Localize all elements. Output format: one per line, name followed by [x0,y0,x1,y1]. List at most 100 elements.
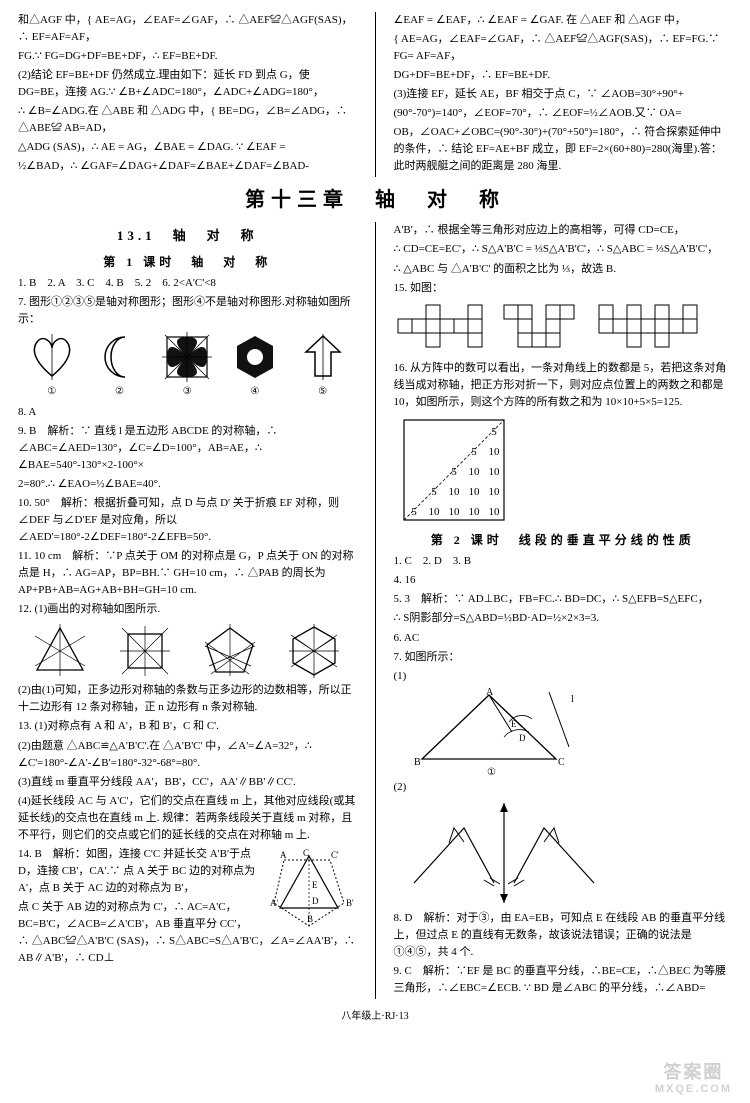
text-line: ½∠BAD，∴ ∠GAF=∠DAG+∠DAF=∠BAE+∠DAF=∠BAD- [18,158,357,175]
q9-text: 9. B 解析：∵ 直线 l 是五边形 ABCDE 的对称轴，∴ ∠ABC=∠A… [18,423,357,474]
watermark-bottom: MXQE.COM [655,1083,732,1095]
r1c-text: ∴ △ABC 与 △A'B'C' 的面积之比为 ⅓，故选 B. [394,261,733,278]
svg-text:10: 10 [448,506,460,518]
watermark-top: 答案圈 [655,1063,732,1083]
q15-figure [394,301,733,356]
q9-text2: 2=80°.∴ ∠EAO=½∠BAE=40°. [18,476,357,493]
svg-text:5: 5 [491,426,497,438]
section-title: 13.1 轴 对 称 [18,226,357,246]
svg-text:10: 10 [428,506,440,518]
left-column: 13.1 轴 对 称 第 1 课时 轴 对 称 1. B 2. A 3. C 4… [18,222,357,999]
q5a-text: 5. 3 解析：∵ AD⊥BC，FB=FC.∴ BD=DC，∴ S△EFB=S△… [394,591,733,608]
q16-text: 16. 从方阵中的数可以看出，一条对角线上的数都是 5，若把这条对角线当成对称轴… [394,360,733,411]
q11-text: 11. 10 cm 解析：∵P 点关于 OM 的对称点是 G，P 点关于 ON … [18,548,357,599]
q7r1-text: (1) [394,668,733,685]
text-line: ∴ ∠B=∠ADG.在 △ABE 和 △ADG 中，{ BE=DG，∠B=∠AD… [18,103,357,137]
text-line: DG+DF=BE+DF，∴ EF=BE+DF. [394,67,733,84]
svg-text:5: 5 [471,446,477,458]
svg-text:C: C [558,757,565,768]
svg-text:A': A' [270,898,278,908]
q16-grid: 5510510105101010510101010 [394,415,733,525]
q15-text: 15. 如图： [394,280,733,297]
page-footer: 八年级上·RJ·13 [18,1009,732,1025]
text-line: { AE=AG，∠EAF=∠GAF，∴ △AEF≌△AGF(SAS)，∴ EF=… [394,31,733,65]
svg-text:l: l [571,694,574,705]
q12-text: 12. (1)画出的对称轴如图所示. [18,601,357,618]
fig-num: ② [115,384,124,400]
q14-star-diagram: A C' B' A' B E D C [262,848,357,928]
crescent-icon [95,332,145,382]
top-continuation-block: 和△AGF 中，{ AE=AG，∠EAF=∠GAF，∴ △AEF≌△AGF(SA… [18,12,732,177]
svg-text:E: E [312,880,318,890]
svg-text:①: ① [487,767,496,777]
four-petal-icon [162,332,212,382]
q13c-text: (3)直线 m 垂直平分线段 AA'，BB'，CC'，AA'∥BB'∥CC'. [18,774,357,791]
pentagon-axes-icon [201,622,259,680]
q7-text: 7. 图形①②③⑤是轴对称图形；图形④不是轴对称图形.对称轴如图所示： [18,294,357,328]
svg-text:B: B [414,757,421,768]
svg-text:10: 10 [468,466,480,478]
q5b-text: ∴ S阴影部分=S△ABD=½BD·AD=½×2×3=3. [394,610,733,627]
main-two-col: 13.1 轴 对 称 第 1 课时 轴 对 称 1. B 2. A 3. C 4… [18,222,732,999]
fig-num: ④ [250,384,259,400]
q8-text: 8. A [18,404,357,421]
text-line: ∠EAF = ∠EAF，∴ ∠EAF = ∠GAF. 在 △AEF 和 △AGF… [394,12,733,29]
q6-text: 6. AC [394,630,733,647]
r1a-text: A'B'，∴ 根据全等三角形对应边上的高相等，可得 CD=CE， [394,222,733,239]
svg-text:5: 5 [411,506,417,518]
q13b-text: (2)由题意 △ABC≌△A'B'C'.在 △A'B'C' 中，∠A'=∠A=3… [18,738,357,772]
hex-nut-icon [230,332,280,382]
svg-text:10: 10 [448,486,460,498]
svg-text:C: C [303,848,309,858]
q7-figure1: A B C l E D ① [394,687,733,777]
q8d-text: 8. D 解析：对于③，由 EA=EB，可知点 E 在线段 AB 的垂直平分线上… [394,910,733,961]
figure-number-row: ① ② ③ ④ ⑤ [18,384,357,400]
svg-text:E: E [511,719,517,729]
r1b-text: ∴ CD=CE=EC'，∴ S△A'B'C = ⅓S△A'B'C'，∴ S△AB… [394,241,733,258]
svg-text:10: 10 [468,486,480,498]
q10-text: 10. 50° 解析：根据折叠可知，点 D 与点 D' 关于折痕 EF 对称，则… [18,495,357,546]
lesson1-title: 第 1 课时 轴 对 称 [18,253,357,272]
symmetry-figures-row [18,332,357,382]
fig-num: ⑤ [318,384,327,400]
right-column: A'B'，∴ 根据全等三角形对应边上的高相等，可得 CD=CE， ∴ CD=CE… [394,222,733,999]
fig-num: ③ [183,384,192,400]
text-line: 和△AGF 中，{ AE=AG，∠EAF=∠GAF，∴ △AEF≌△AGF(SA… [18,12,357,46]
q9d-text: 9. C 解析：∵EF 是 BC 的垂直平分线，∴BE=CE，∴△BEC 为等腰… [394,963,733,997]
lesson2-title: 第 2 课时 线段的垂直平分线的性质 [394,531,733,550]
fig-num: ① [47,384,56,400]
square-axes-icon [116,622,174,680]
chapter-title: 第十三章 轴 对 称 [18,185,732,216]
text-line: FG.∵ FG=DG+DF=BE+DF，∴ EF=BE+DF. [18,48,357,65]
text-line: (3)连接 EF，延长 AE，BF 相交于点 C，∵ ∠AOB=30°+90°+ [394,86,733,103]
svg-text:5: 5 [451,466,457,478]
svg-text:5: 5 [431,486,437,498]
q7r-text: 7. 如图所示： [394,649,733,666]
svg-text:10: 10 [488,506,500,518]
svg-text:D: D [519,733,526,743]
top-left-col: 和△AGF 中，{ AE=AG，∠EAF=∠GAF，∴ △AEF≌△AGF(SA… [18,12,357,177]
svg-text:B: B [307,914,313,924]
svg-text:B': B' [346,898,354,908]
q7r2-text: (2) [394,779,733,796]
svg-text:10: 10 [468,506,480,518]
column-divider [375,12,376,177]
watermark: 答案圈 MXQE.COM [655,1063,732,1095]
q12b-text: (2)由(1)可知，正多边形对称轴的条数与正多边形的边数相等，所以正十二边形有 … [18,682,357,716]
top-right-col: ∠EAF = ∠EAF，∴ ∠EAF = ∠GAF. 在 △AEF 和 △AGF… [394,12,733,177]
heart-icon [27,332,77,382]
q4-text: 4. 16 [394,572,733,589]
q13a-text: 13. (1)对称点有 A 和 A'，B 和 B'，C 和 C'. [18,718,357,735]
svg-text:10: 10 [488,486,500,498]
svg-text:A: A [280,850,287,860]
column-divider [375,222,376,999]
triangle-axes-icon [31,622,89,680]
arrow-up-icon [298,332,348,382]
polygon-axes-row [18,622,357,680]
q13d-text: (4)延长线段 AC 与 A'C'，它们的交点在直线 m 上，其他对应线段(或其… [18,793,357,844]
text-line: (2)结论 EF=BE+DF 仍然成立.理由如下：延长 FD 到点 G，使 DG… [18,67,357,101]
svg-text:D: D [312,896,319,906]
q7-figure2 [394,798,733,908]
svg-text:10: 10 [488,446,500,458]
hexagon-axes-icon [285,622,343,680]
